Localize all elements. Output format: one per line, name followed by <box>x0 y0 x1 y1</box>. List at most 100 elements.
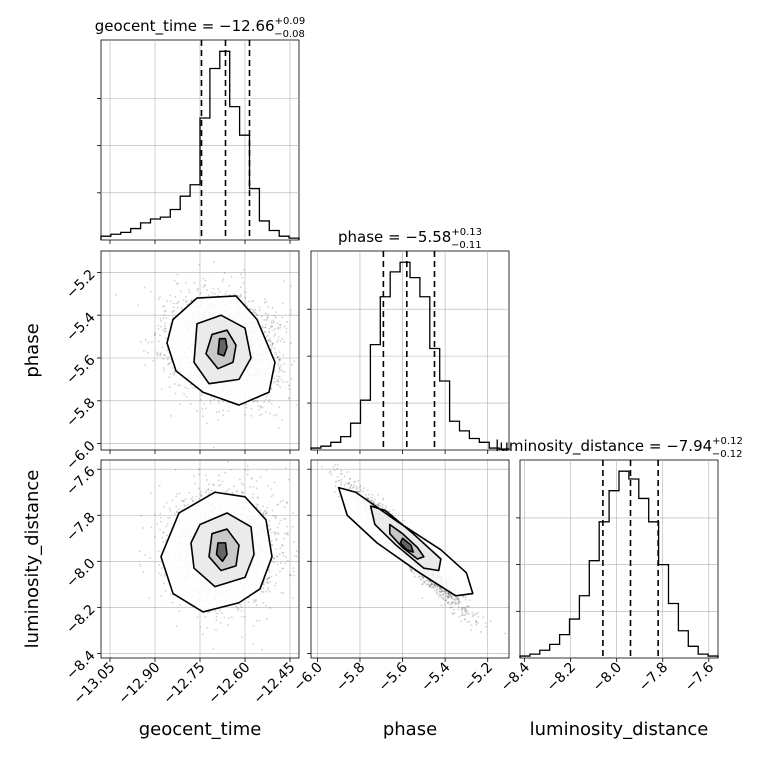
sample-point <box>184 282 187 284</box>
sample-point <box>184 504 187 507</box>
sample-point <box>244 296 247 299</box>
sample-point <box>277 362 280 365</box>
sample-point <box>265 512 268 514</box>
sample-point <box>282 302 284 305</box>
sample-point <box>173 279 176 282</box>
sample-point <box>257 497 260 500</box>
sample-point <box>269 338 271 340</box>
sample-point <box>302 494 304 496</box>
sample-point <box>275 413 278 416</box>
sample-point <box>280 378 283 381</box>
sample-point <box>144 554 147 556</box>
histogram-geocent_time <box>100 50 300 240</box>
sample-point <box>306 555 308 557</box>
sample-point <box>224 293 227 295</box>
sample-point <box>258 619 261 622</box>
sample-point <box>240 609 243 612</box>
sample-point <box>208 483 210 485</box>
sample-point <box>293 574 296 577</box>
sample-point <box>246 304 249 307</box>
sample-point <box>179 384 181 386</box>
sample-point <box>165 534 168 537</box>
sample-point <box>270 544 273 546</box>
sample-point <box>268 331 271 334</box>
sample-point <box>166 523 169 525</box>
sample-point <box>217 399 220 402</box>
sample-point <box>279 386 282 389</box>
sample-point <box>292 597 295 599</box>
sample-point <box>230 616 233 619</box>
sample-point <box>272 329 275 331</box>
sample-point <box>276 356 279 359</box>
sample-point <box>198 468 201 471</box>
sample-point <box>277 533 280 535</box>
sample-point <box>169 323 172 326</box>
sample-point <box>179 603 182 606</box>
sample-point <box>303 544 305 546</box>
sample-point <box>165 525 167 528</box>
sample-point <box>252 486 255 488</box>
sample-point <box>274 517 277 520</box>
sample-point <box>160 574 163 576</box>
sample-point <box>250 407 253 410</box>
sample-point <box>162 541 165 543</box>
sample-point <box>250 414 253 417</box>
sample-point <box>283 362 285 365</box>
sample-point <box>204 279 207 282</box>
sample-point <box>172 372 174 375</box>
sample-point <box>159 352 162 355</box>
sample-point <box>279 359 282 362</box>
sample-point <box>169 516 172 519</box>
sample-point <box>279 326 282 329</box>
sample-point <box>256 504 259 506</box>
sample-point <box>269 581 272 584</box>
sample-point <box>177 301 179 304</box>
sample-point <box>287 532 289 534</box>
sample-point <box>162 317 165 319</box>
sample-point <box>162 358 165 361</box>
sample-point <box>286 534 289 536</box>
sample-point <box>154 513 157 516</box>
sample-point <box>264 398 267 401</box>
sample-point <box>282 592 285 595</box>
sample-point <box>208 492 211 494</box>
sample-point <box>228 294 231 296</box>
sample-point <box>197 287 199 290</box>
sample-point <box>193 281 196 284</box>
sample-point <box>201 408 204 410</box>
sample-point <box>176 493 179 495</box>
sample-point <box>255 503 258 505</box>
sample-point <box>252 624 255 627</box>
sample-point <box>223 272 226 274</box>
sample-point <box>207 294 210 297</box>
sample-point <box>190 299 193 302</box>
sample-point <box>169 509 172 512</box>
sample-point <box>292 541 295 543</box>
sample-point <box>175 510 178 513</box>
sample-point <box>200 491 202 493</box>
sample-point <box>285 501 288 504</box>
sample-point <box>176 273 179 276</box>
sample-point <box>214 292 217 295</box>
sample-point <box>308 335 310 337</box>
sample-point <box>144 339 147 341</box>
contour-level-3 <box>205 329 237 370</box>
sample-point <box>163 354 165 356</box>
sample-point <box>273 481 276 484</box>
sample-point <box>163 369 166 372</box>
sample-point <box>190 299 193 302</box>
sample-point <box>212 446 215 449</box>
sample-point <box>211 292 214 294</box>
sample-point <box>150 526 153 529</box>
sample-point <box>213 261 216 263</box>
sample-point <box>279 547 282 549</box>
sample-point <box>270 495 273 498</box>
sample-point <box>173 309 176 312</box>
sample-point <box>284 532 286 535</box>
sample-point <box>178 492 181 495</box>
sample-point <box>215 619 218 621</box>
sample-point <box>278 368 281 371</box>
sample-point <box>254 600 257 602</box>
sample-point <box>142 570 145 573</box>
sample-point <box>196 289 199 292</box>
